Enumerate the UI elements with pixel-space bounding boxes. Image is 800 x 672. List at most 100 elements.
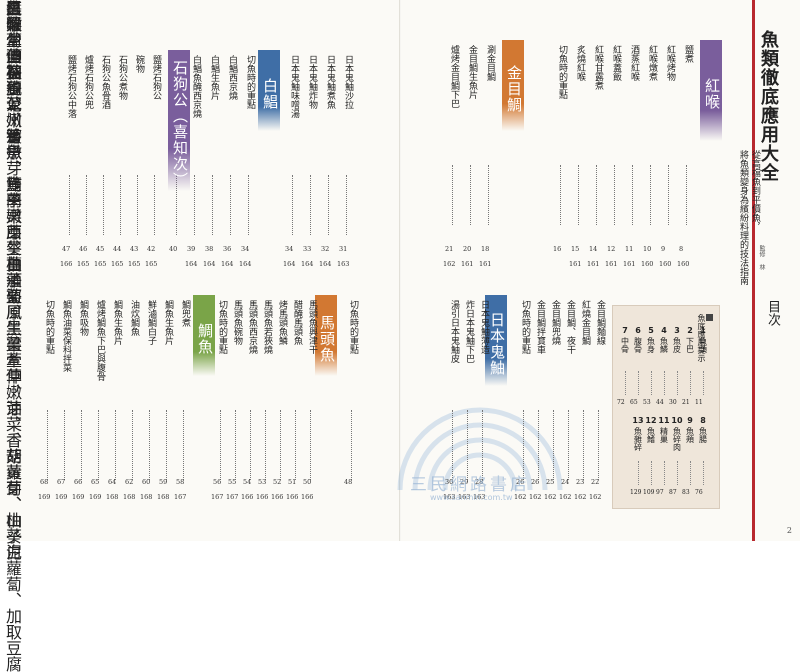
toc-entry[interactable]: 白鯧西京燒 [224,55,237,100]
entry-subtitle: 玉竹、山葵 [3,0,22,80]
toc-entry[interactable]: 爐烤金目鯛下巴 [446,45,459,108]
usage-hint-item[interactable]: 10 魚碎肉 87 [669,416,683,496]
toc-entry[interactable]: 鮮滷鯛白子 [143,300,156,345]
toc-entry[interactable]: 切魚時的重點 [242,55,255,109]
usage-hint-item[interactable]: 11 精巢 97 [656,416,670,496]
toc-entry[interactable]: 碗物 [131,55,144,73]
toc-entry[interactable]: 日本鬼鮋煮魚 [322,55,335,109]
usage-hint-item[interactable]: 7 中骨 72 [617,326,631,406]
toc-entry[interactable]: 紅喉燉煮 [644,45,657,81]
toc-entry[interactable]: 馬頭魚碗物 [229,300,242,345]
leader-dots [664,461,665,485]
page-number: 55 [228,478,237,486]
toc-entry[interactable]: 白鯧生魚片 [206,55,219,100]
leader-dots [328,175,329,235]
toc-entry[interactable]: 鯛魚生魚片 [160,300,173,345]
section-banner: 白鯧 [258,50,280,131]
toc-entry[interactable]: 鯛兜煮 [177,300,190,327]
toc-entry[interactable]: 切魚時的重點 [214,300,227,354]
entry-title: 鯛魚吸物 [78,300,88,336]
toc-entry[interactable]: 紅燒金目鯛 [577,300,590,345]
entry-title: 石狗公煮物 [117,55,127,100]
usage-hint-item[interactable]: 4 魚鱗 44 [656,326,670,406]
recipe-page-number: 162 [529,493,542,501]
usage-hint-item[interactable]: 2 下巴 21 [682,326,696,406]
entry-title: 日本鬼鮋薄造 [479,300,489,354]
entry-subtitle: 酒盜風 [3,272,22,320]
toc-entry[interactable]: 金目鯛、夜干 [562,300,575,354]
toc-entry[interactable]: 烤馬頭魚鱗 [274,300,287,345]
usage-hint-item[interactable]: 13 魚雜碎 129 [630,416,644,496]
usage-hint-number: 11 [658,416,670,425]
usage-hint-label: 中骨 [620,337,630,353]
toc-entry[interactable]: 炸日本鬼鮋下巴 [461,300,474,363]
toc-entry[interactable]: 馬頭魚若狹燒 [259,300,272,354]
toc-entry[interactable]: 白鯧魚醃西京燒 [188,55,201,118]
toc-entry[interactable]: 金目鯛麵線 [592,300,605,345]
page-number: 59 [159,478,168,486]
page-number: 8 [679,245,684,253]
leader-dots [467,410,468,480]
usage-hint-label: 下巴 [685,337,695,353]
page-number: 32 [321,245,330,253]
page-number: 28 [475,478,484,486]
page-number: 68 [40,478,49,486]
toc-entry[interactable]: 湯引日本鬼鮋皮 [446,300,459,363]
toc-entry[interactable]: 油炊鯛魚 [126,300,139,336]
toc-entry[interactable]: 爐烤鯛魚下巴與腹骨 [92,300,105,381]
toc-section: 白鯧 日本鬼鮋沙拉 31 163 日本鬼鮋煮魚 32 164 日本鬼鮋炸物 33 164 日本鬼鮋味… [0,0,353,268]
toc-entry[interactable]: 鯛魚油菜保科拌菜 [58,300,71,372]
toc-entry[interactable]: 石狗公煮物 [114,55,127,100]
usage-hint-item[interactable]: 3 魚皮 30 [669,326,683,406]
toc-entry[interactable]: 涮金目鯛 [482,45,495,81]
toc-entry[interactable]: 日本鬼鮋沙拉 [340,55,353,109]
toc-entry[interactable]: 切魚時的重點 [554,45,567,99]
recipe-page-number: 166 [256,493,269,501]
toc-entry[interactable]: 紅喉蓋飯 [608,45,621,81]
toc-entry[interactable]: 鹽煮 [680,45,693,63]
usage-hint-item[interactable]: 8 魚腸 76 [695,416,709,496]
entry-subtitle: 萱草嫩芽、香菇黃芽、柚子泥 [3,352,22,560]
page-number: 39 [187,245,196,253]
watermark-logo [397,407,563,491]
leader-dots [553,410,554,480]
entry-title: 馬頭魚西京燒 [247,300,257,354]
usage-hint-item[interactable]: 9 魚頰 83 [682,416,696,496]
toc-entry[interactable]: 馬頭魚興津干 [304,300,317,354]
toc-entry[interactable]: 金目鯛生魚片 [464,45,477,99]
toc-entry[interactable]: 日本鬼鮋薄造 [476,300,489,354]
toc-entry[interactable]: 紅喉烤物 [662,45,675,81]
recipe-page-number: 162 [589,493,602,501]
toc-entry[interactable]: 炙燒紅喉 [572,45,585,81]
toc-entry[interactable]: 鹽烤石狗公中落 [63,55,76,118]
entry-title: 白鯧生魚片 [209,55,219,100]
toc-entry[interactable]: 鯛魚吸物 [75,300,88,336]
toc-entry[interactable]: 金目鯛兜燒 [547,300,560,345]
toc-entry[interactable]: 日本鬼鮋炸物 [304,55,317,109]
usage-hint-item[interactable]: 12 魚鰭 109 [643,416,657,496]
usage-hint-item[interactable]: 1 魚頭 11 [695,326,709,406]
recipe-page-number: 165 [128,260,141,268]
toc-entry[interactable]: 切魚時的重點 [41,300,54,354]
toc-entry[interactable]: 日本鬼鮋味噌湯 [286,55,299,118]
usage-hint-item[interactable]: 5 魚身 53 [643,326,657,406]
entry-subtitle: 白蘿蔔、黑梁牽伸、油菜、胡蘿蔔、山葵 [3,256,22,544]
entry-title: 紅喉烤物 [665,45,675,81]
toc-entry[interactable]: 馬頭魚西京燒 [244,300,257,354]
leader-dots [703,371,704,395]
toc-entry[interactable]: 鯛魚生魚片 [109,300,122,345]
toc-entry[interactable]: 紅喉甘露煮 [590,45,603,90]
usage-hint-item[interactable]: 6 腹骨 65 [630,326,644,406]
leader-dots [81,410,82,480]
toc-entry[interactable]: 鹽烤石狗公 [148,55,161,100]
page-number: 10 [643,245,652,253]
toc-entry[interactable]: 醋醃馬頭魚 [289,300,302,345]
usage-hint-label: 精巢 [659,427,669,443]
toc-entry[interactable]: 爐烤石狗公兜 [80,55,93,109]
gutter [399,0,401,541]
toc-entry[interactable]: 金目鯛拌寶車 [532,300,545,354]
toc-entry[interactable]: 酒蒸紅喉 [626,45,639,81]
toc-entry[interactable]: 石狗公魚骨酒 [97,55,110,109]
toc-entry[interactable]: 切魚時的重點 [345,300,358,354]
toc-entry[interactable]: 切魚時的重點 [517,300,530,354]
